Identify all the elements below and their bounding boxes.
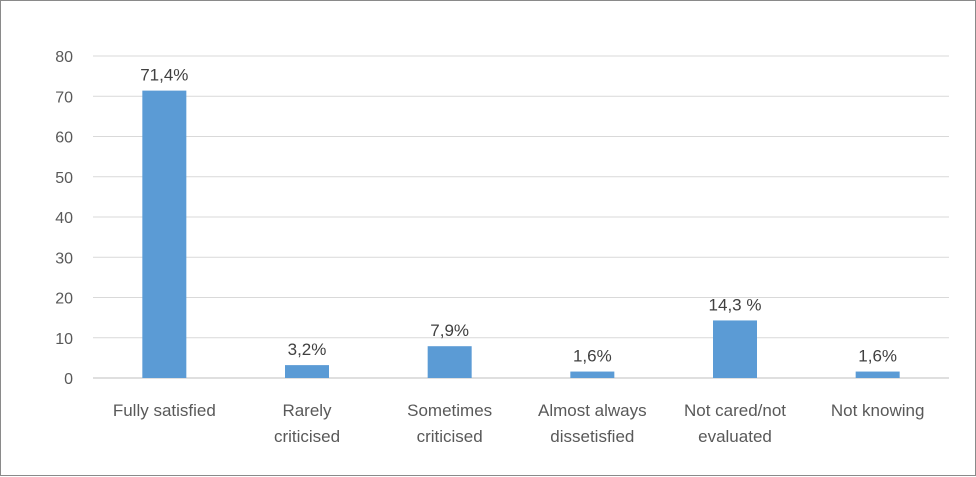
gridlines [93, 55, 949, 379]
data-label: 71,4% [140, 66, 188, 85]
x-tick-label: Rarely criticised [274, 401, 340, 446]
data-label: 7,9% [430, 321, 469, 340]
y-tick-label: 40 [55, 210, 73, 227]
x-tick-label: Sometimes criticised [407, 401, 492, 446]
data-label: 14,3 % [709, 295, 762, 314]
bar [855, 371, 900, 378]
y-tick-label: 30 [55, 250, 73, 267]
bar [142, 90, 187, 379]
bar [713, 320, 757, 378]
bar [285, 365, 329, 378]
x-tick-label: Almost always dissetisfied [538, 401, 647, 446]
y-tick-label: 60 [55, 130, 73, 147]
data-label: 1,6% [573, 347, 612, 366]
x-tick-label: Fully satisfied [113, 401, 216, 420]
bars [142, 90, 900, 379]
y-tick-label: 10 [55, 331, 73, 348]
y-tick-label: 70 [55, 89, 73, 106]
bar [570, 371, 615, 378]
data-label: 1,6% [858, 347, 897, 366]
y-axis: 0 10 20 30 40 50 60 70 80 [55, 49, 73, 388]
x-axis: Fully satisfied Rarely criticised Sometimes… [113, 401, 925, 446]
data-labels: 71,4% 3,2% 7,9% 1,6% 14,3 % 1,6% [140, 66, 897, 366]
x-tick-label: Not cared/not evaluated [684, 401, 786, 446]
bar [427, 346, 472, 378]
y-tick-label: 20 [55, 291, 73, 308]
y-tick-label: 50 [55, 170, 73, 187]
x-tick-label: Not knowing [831, 401, 925, 420]
y-tick-label: 0 [64, 371, 73, 388]
y-tick-label: 80 [55, 49, 73, 66]
data-label: 3,2% [288, 340, 327, 359]
